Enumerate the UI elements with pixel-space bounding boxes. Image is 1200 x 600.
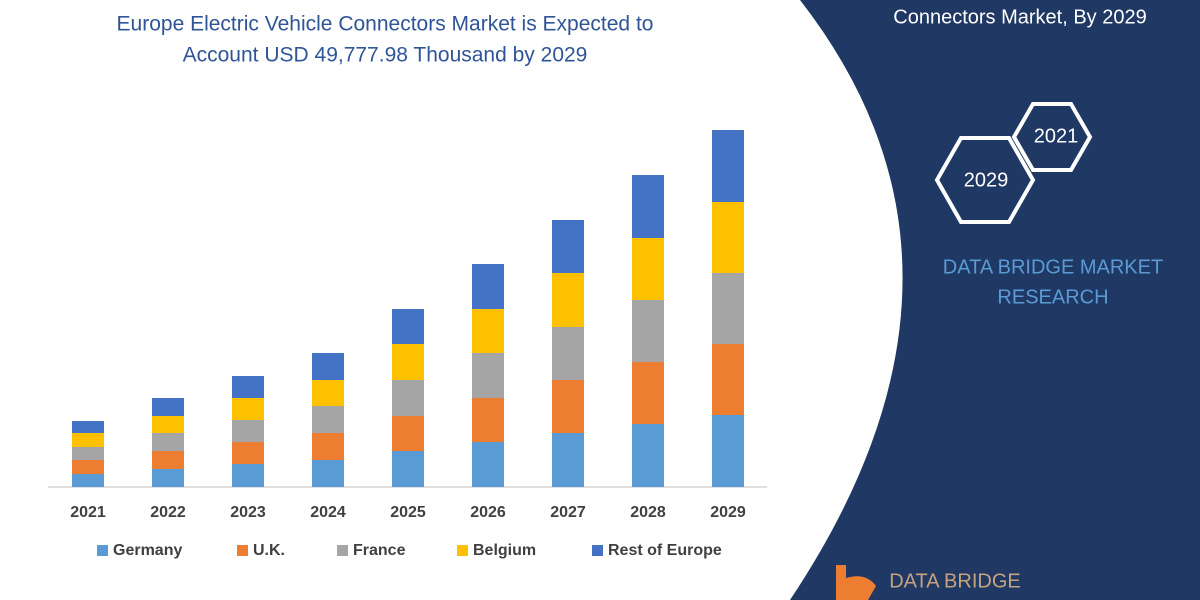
bar-segment — [72, 474, 104, 487]
legend-label: Germany — [113, 542, 182, 559]
x-tick-label: 2029 — [710, 504, 746, 521]
legend-label: Rest of Europe — [608, 542, 722, 559]
bar-segment — [632, 362, 664, 424]
hexagon — [1011, 102, 1093, 172]
bar-segment — [472, 264, 504, 309]
bar-segment — [232, 376, 264, 398]
bar-segment — [152, 398, 184, 416]
bar-segment — [312, 380, 344, 406]
logo-text: DATA BRIDGE — [889, 570, 1021, 592]
side-panel — [790, 0, 1200, 600]
legend-swatch — [237, 545, 248, 556]
logo-icon — [836, 565, 876, 600]
bar-segment — [312, 460, 344, 487]
bar-segment — [152, 416, 184, 433]
bar-segment — [312, 353, 344, 380]
bar-segment — [472, 442, 504, 487]
bar-segment — [472, 398, 504, 442]
bar-segment — [232, 420, 264, 442]
bar-segment — [552, 273, 584, 327]
bar-segment — [312, 406, 344, 433]
x-tick-label: 2027 — [550, 504, 586, 521]
x-tick-label: 2028 — [630, 504, 666, 521]
x-tick-label: 2026 — [470, 504, 506, 521]
bar-segment — [712, 344, 744, 415]
bar-segment — [232, 442, 264, 464]
bar-segment — [552, 433, 584, 487]
legend-swatch — [457, 545, 468, 556]
chart-title: Account USD 49,777.98 Thousand by 2029 — [183, 44, 588, 67]
brand-line: RESEARCH — [997, 286, 1108, 308]
bar-segment — [552, 327, 584, 380]
legend-swatch — [337, 545, 348, 556]
bar-segment — [632, 424, 664, 487]
bar-segment — [152, 451, 184, 469]
bar-segment — [72, 460, 104, 474]
hexagon — [934, 136, 1036, 224]
x-tick-label: 2025 — [390, 504, 426, 521]
bar-segment — [152, 433, 184, 451]
brand-line: DATA BRIDGE MARKET — [943, 256, 1163, 278]
x-tick-label: 2021 — [70, 504, 106, 521]
bar-segment — [392, 451, 424, 487]
bar-segment — [392, 380, 424, 416]
legend-label: France — [353, 542, 406, 559]
bar-segment — [392, 416, 424, 451]
logo-bowl — [846, 576, 876, 600]
bar-segment — [72, 447, 104, 460]
x-tick-label: 2023 — [230, 504, 266, 521]
bar-segment — [712, 273, 744, 344]
legend-label: Belgium — [473, 542, 536, 559]
hexagon-label: 2021 — [1034, 125, 1079, 147]
bar-segment — [632, 238, 664, 300]
bar-segment — [632, 300, 664, 362]
bar-segment — [392, 309, 424, 344]
bar-segment — [712, 202, 744, 273]
bar-segment — [472, 353, 504, 398]
bar-segment — [712, 415, 744, 487]
logo-bar — [836, 565, 846, 600]
legend-swatch — [97, 545, 108, 556]
x-tick-label: 2022 — [150, 504, 186, 521]
bar-segment — [72, 433, 104, 447]
panel-heading: Connectors Market, By 2029 — [893, 6, 1146, 28]
bar-segment — [72, 421, 104, 433]
bar-segment — [552, 220, 584, 273]
legend-label: U.K. — [253, 542, 285, 559]
bar-segment — [632, 175, 664, 238]
bar-segment — [392, 344, 424, 380]
bar-segment — [312, 433, 344, 460]
legend-swatch — [592, 545, 603, 556]
x-tick-label: 2024 — [310, 504, 346, 521]
bar-segment — [232, 398, 264, 420]
chart-title: Europe Electric Vehicle Connectors Marke… — [117, 13, 654, 36]
hexagon-label: 2029 — [964, 169, 1009, 191]
bar-segment — [232, 464, 264, 487]
bar-segment — [712, 130, 744, 202]
bar-segment — [472, 309, 504, 353]
bar-segment — [152, 469, 184, 487]
bar-segment — [552, 380, 584, 433]
